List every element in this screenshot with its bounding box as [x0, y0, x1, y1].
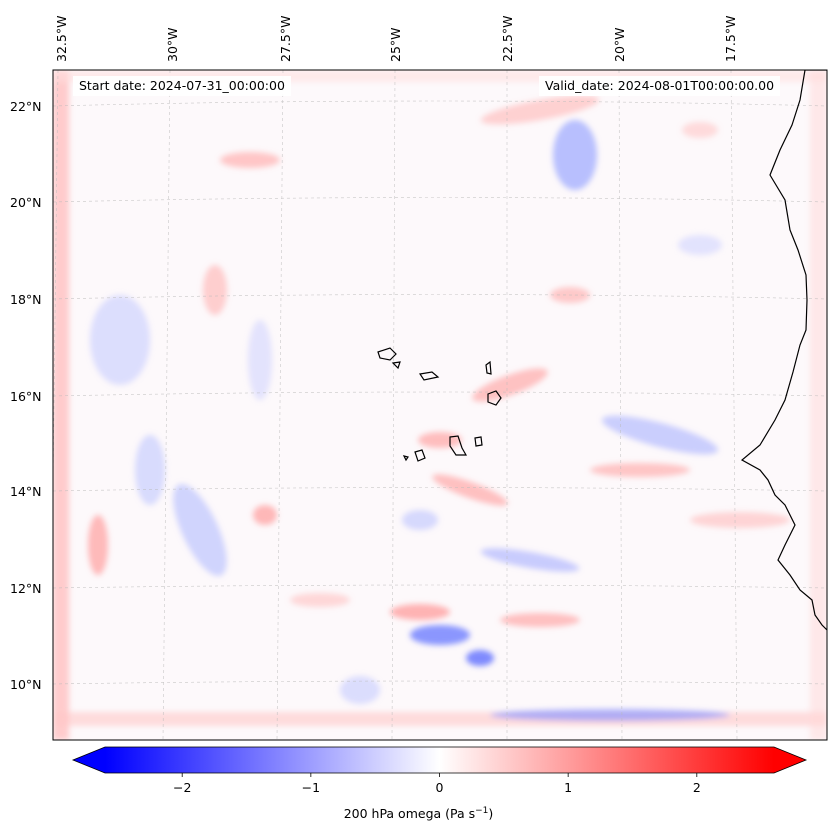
colorbar-tick-label: −1	[302, 780, 320, 795]
longitude-labels: 32.5°W 30°W 27.5°W 25°W 22.5°W 20°W 17.5…	[54, 16, 738, 62]
colorbar-ticks: −2 −1 0 1 2	[173, 773, 701, 795]
lon-label: 32.5°W	[54, 16, 69, 62]
colorbar-body	[105, 747, 774, 773]
lat-label: 12°N	[10, 581, 42, 596]
map-frame	[52, 69, 828, 741]
lat-label: 16°N	[10, 389, 42, 404]
colorbar-label-superscript: −1	[475, 806, 489, 816]
colorbar-label-main: 200 hPa omega (Pa s	[343, 806, 476, 822]
lon-label: 22.5°W	[500, 16, 515, 62]
cape-verde-fogo	[414, 449, 426, 462]
lon-label: 27.5°W	[278, 16, 293, 62]
colorbar-label: 200 hPa omega (Pa s−1)	[0, 806, 837, 821]
valid-date-label: Valid_date: 2024-08-01T00:00:00.00	[539, 76, 781, 96]
colorbar-extend-left	[73, 747, 105, 773]
lat-label: 20°N	[10, 195, 42, 210]
lon-label: 20°W	[612, 27, 627, 62]
lon-label: 17.5°W	[723, 16, 738, 62]
cape-verde-sao-nicolau	[418, 371, 440, 381]
colorbar-tick-label: 1	[564, 780, 572, 795]
colorbar-outline	[71, 746, 808, 774]
cape-verde-brava	[402, 455, 409, 462]
gridlines	[53, 70, 827, 740]
omega-field	[53, 70, 827, 740]
lon-label: 30°W	[165, 27, 180, 62]
lat-label: 22°N	[10, 99, 42, 114]
africa-coastline	[740, 70, 827, 631]
lat-label: 14°N	[10, 484, 42, 499]
colorbar-tick-label: 2	[693, 780, 701, 795]
start-date-label: Start date: 2024-07-31_00:00:00	[73, 76, 291, 96]
lat-label: 10°N	[10, 677, 42, 692]
colorbar: −2 −1 0 1 2	[71, 746, 808, 795]
colorbar-tick-label: 0	[436, 780, 444, 795]
lat-label: 18°N	[10, 292, 42, 307]
colorbar-label-tail: )	[488, 806, 494, 822]
cape-verde-boa-vista	[487, 390, 502, 406]
cape-verde-maio	[474, 436, 483, 447]
colorbar-extend-right	[774, 747, 806, 773]
cape-verde-santo-antao	[377, 347, 397, 361]
latitude-labels: 22°N 20°N 18°N 16°N 14°N 12°N 10°N	[10, 99, 42, 692]
lon-label: 25°W	[388, 27, 403, 62]
cape-verde-sao-vicente	[391, 361, 401, 370]
colorbar-tick-label: −2	[173, 780, 191, 795]
cape-verde-sal	[485, 360, 492, 375]
cape-verde-santiago	[449, 435, 468, 456]
coastlines	[377, 70, 827, 631]
